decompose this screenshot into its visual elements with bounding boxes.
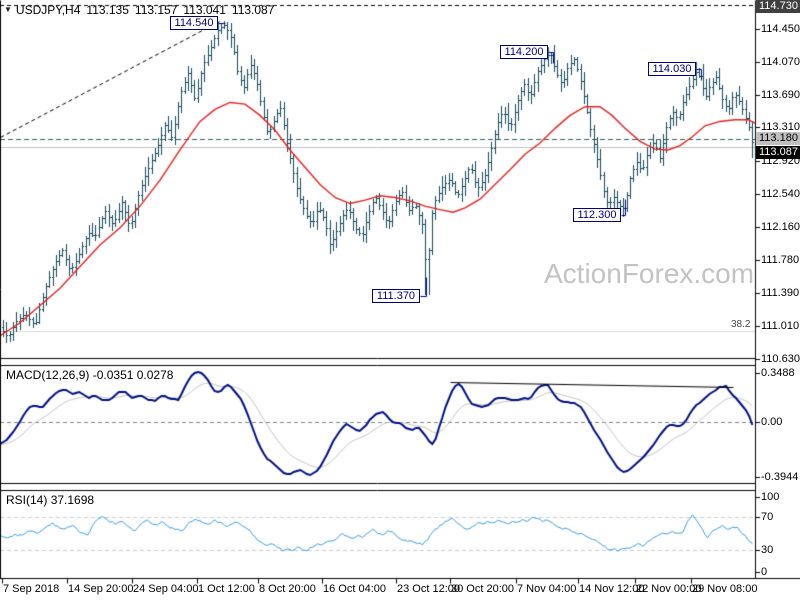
- price-axis-label: 113.690: [761, 89, 800, 101]
- price-axis-label: 111.390: [761, 287, 800, 299]
- rsi-axis-label: 0: [761, 566, 768, 578]
- macd-name-label: MACD(12,26,9): [6, 368, 90, 382]
- low-value: 113.041: [183, 3, 226, 17]
- price-marker-label[interactable]: 114.540: [170, 16, 218, 30]
- time-axis-label: 1 Oct 12:00: [198, 583, 255, 595]
- price-marker-label[interactable]: 112.300: [573, 208, 621, 222]
- time-axis-label: 16 Oct 04:00: [323, 583, 386, 595]
- time-axis-label: 23 Oct 12:00: [397, 583, 460, 595]
- price-axis-label: 110.630: [761, 353, 800, 365]
- open-value: 113.135: [86, 3, 129, 17]
- price-axis-label: 113.310: [761, 121, 800, 133]
- time-axis-label: 22 Nov 00:00: [636, 583, 702, 595]
- price-marker-label[interactable]: 114.200: [500, 45, 548, 59]
- time-axis-label: 7 Sep 2018: [3, 583, 60, 595]
- price-level-axis-box: 113.180: [756, 132, 800, 145]
- close-value: 113.087: [231, 3, 275, 17]
- time-axis-label: 14 Nov 12:00: [579, 583, 645, 595]
- macd-axis-label: 0.3488: [761, 367, 795, 379]
- macd-axis-label: -0.3944: [761, 471, 799, 483]
- rsi-header: RSI(14) 37.1698: [6, 493, 94, 507]
- rsi-axis-label: 100: [761, 491, 780, 503]
- time-axis-label: 30 Oct 20:00: [451, 583, 514, 595]
- rsi-name-label: RSI(14): [6, 493, 48, 507]
- rsi-axis-label: 70: [761, 511, 774, 523]
- time-axis-label: 8 Oct 20:00: [259, 583, 316, 595]
- price-axis-label: 112.160: [761, 221, 800, 233]
- time-axis-label: 14 Sep 20:00: [68, 583, 134, 595]
- rsi-value-label: 37.1698: [50, 493, 95, 507]
- price-axis-label: 111.780: [761, 254, 800, 266]
- fib-382-label[interactable]: 38.2: [731, 319, 751, 330]
- time-axis-label: 7 Nov 04:00: [517, 583, 577, 595]
- price-axis-label: 111.010: [761, 320, 800, 332]
- rsi-axis-label: 30: [761, 544, 774, 556]
- macd-values-label: -0.0351 0.0278: [92, 368, 174, 382]
- chart-title: ▼ USDJPY,H4 113.135 113.157 113.041 113.087: [4, 3, 274, 17]
- time-axis-label: 29 Nov 08:00: [692, 583, 758, 595]
- time-axis-label: 24 Sep 04:00: [133, 583, 199, 595]
- price-axis-label: 112.540: [761, 188, 800, 200]
- price-level-axis-box: 113.087: [756, 146, 800, 159]
- macd-header: MACD(12,26,9) -0.0351 0.0278: [6, 368, 173, 382]
- high-value: 113.157: [134, 3, 178, 17]
- symbol-timeframe-label: USDJPY,H4: [15, 3, 81, 17]
- price-level-axis-box: 114.730: [756, 0, 800, 13]
- price-marker-label[interactable]: 114.030: [648, 62, 696, 76]
- price-axis-label: 114.450: [761, 23, 800, 35]
- collapse-triangle-icon[interactable]: ▼: [4, 5, 12, 14]
- price-axis-label: 114.070: [761, 56, 800, 68]
- price-marker-label[interactable]: 111.370: [372, 289, 420, 303]
- macd-axis-label: 0.00: [761, 416, 783, 428]
